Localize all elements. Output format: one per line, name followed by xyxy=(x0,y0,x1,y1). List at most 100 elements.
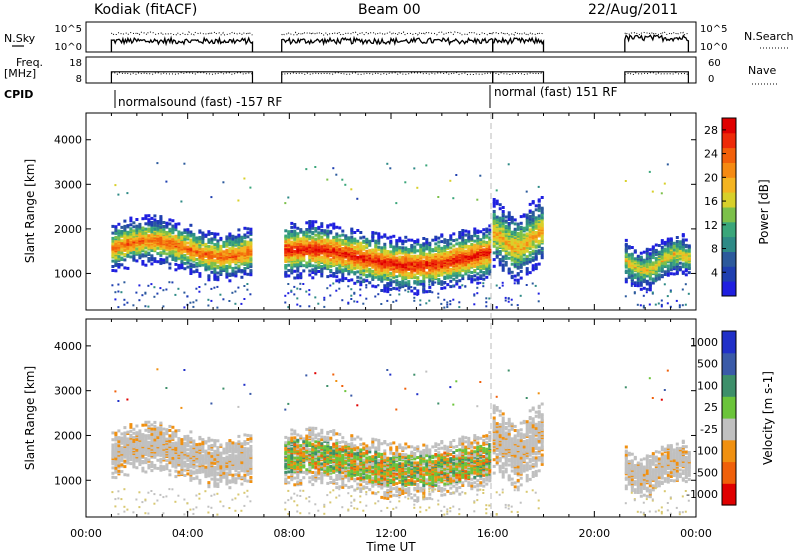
power-cell xyxy=(147,214,151,218)
power-cell xyxy=(293,229,297,233)
power-cell xyxy=(458,301,461,304)
power-cell xyxy=(624,269,628,273)
power-cell xyxy=(666,267,670,271)
velocity-cell xyxy=(240,475,244,479)
power-cell xyxy=(666,163,669,166)
power-cell xyxy=(371,239,375,243)
power-cell xyxy=(482,240,486,244)
power-cell xyxy=(347,272,351,276)
power-cell xyxy=(482,228,486,232)
power-cell xyxy=(413,280,417,284)
velocity-cell xyxy=(231,453,235,457)
velocity-cell xyxy=(114,462,118,466)
power-cell xyxy=(479,174,482,177)
velocity-cell xyxy=(162,431,166,435)
power-cell xyxy=(479,230,483,234)
velocity-cell xyxy=(114,466,118,470)
power-cell xyxy=(422,282,425,285)
power-cell xyxy=(687,244,691,248)
power-cell xyxy=(431,291,434,294)
power-cell xyxy=(320,222,324,226)
power-cell xyxy=(201,254,205,258)
velocity-cell xyxy=(213,474,217,477)
power-cell xyxy=(519,269,523,273)
power-cell xyxy=(299,237,303,241)
power-cell xyxy=(290,229,294,233)
power-cell xyxy=(684,249,688,253)
power-cell xyxy=(237,264,241,268)
power-cell xyxy=(392,280,396,284)
power-cell xyxy=(111,259,115,263)
power-cell xyxy=(222,265,226,268)
power-cell xyxy=(284,264,288,267)
power-cell xyxy=(413,167,416,170)
power-cell xyxy=(341,247,345,250)
velocity-cell xyxy=(141,469,145,473)
power-cell xyxy=(159,228,163,232)
power-cell xyxy=(519,249,523,253)
velocity-cell xyxy=(246,447,250,451)
power-cell xyxy=(156,246,160,250)
power-cell xyxy=(332,282,335,285)
power-cell xyxy=(135,218,139,221)
power-cell xyxy=(657,277,661,281)
power-cell xyxy=(681,304,684,307)
power-cell xyxy=(117,229,121,233)
velocity-cell xyxy=(228,486,232,490)
power-cell xyxy=(407,238,411,242)
nave-trace xyxy=(111,72,253,76)
power-cell xyxy=(293,293,296,296)
power-cell xyxy=(651,277,655,281)
power-cell xyxy=(431,282,434,285)
power-cell xyxy=(440,302,443,305)
power-cell xyxy=(470,271,474,274)
power-cell xyxy=(428,251,432,255)
power-cell xyxy=(443,244,447,248)
power-cell xyxy=(216,264,220,268)
power-cell xyxy=(473,247,477,251)
power-cell xyxy=(350,243,354,247)
power-cell xyxy=(207,260,211,264)
power-cell xyxy=(513,222,517,226)
power-cell xyxy=(476,234,480,238)
power-cell xyxy=(654,243,658,247)
power-cell xyxy=(335,269,339,273)
velocity-cell xyxy=(117,436,121,440)
power-cell xyxy=(207,230,211,234)
velocity-cell xyxy=(159,421,163,425)
velocity-cell xyxy=(162,427,166,431)
power-cell xyxy=(492,212,496,216)
power-cell xyxy=(231,266,235,270)
velocity-cell xyxy=(171,456,175,460)
power-cell xyxy=(302,237,306,241)
power-cell xyxy=(296,256,300,260)
power-cell xyxy=(171,229,175,233)
power-cell xyxy=(473,274,477,278)
velocity-cell xyxy=(246,437,250,441)
power-cell xyxy=(144,291,147,294)
power-cell xyxy=(240,269,244,273)
power-cell xyxy=(162,225,166,228)
power-cell xyxy=(537,300,540,303)
power-cell xyxy=(377,248,381,252)
velocity-cell xyxy=(249,453,253,457)
velocity-cell xyxy=(144,461,148,465)
power-cell xyxy=(168,281,171,284)
power-cell xyxy=(365,249,369,253)
power-cell xyxy=(332,262,336,266)
power-cell xyxy=(153,286,156,289)
power-cell xyxy=(305,230,309,234)
velocity-cell xyxy=(225,479,229,483)
velocity-cell xyxy=(174,458,178,462)
power-cell xyxy=(144,231,148,235)
power-cell xyxy=(687,252,691,256)
power-cell xyxy=(198,229,202,233)
power-cell xyxy=(507,226,511,229)
power-cell xyxy=(329,230,333,234)
power-cell xyxy=(231,234,235,238)
power-cell xyxy=(314,241,318,245)
power-cell xyxy=(234,239,238,243)
power-cell xyxy=(380,252,384,256)
power-cell xyxy=(681,262,685,266)
velocity-cell xyxy=(216,446,220,450)
